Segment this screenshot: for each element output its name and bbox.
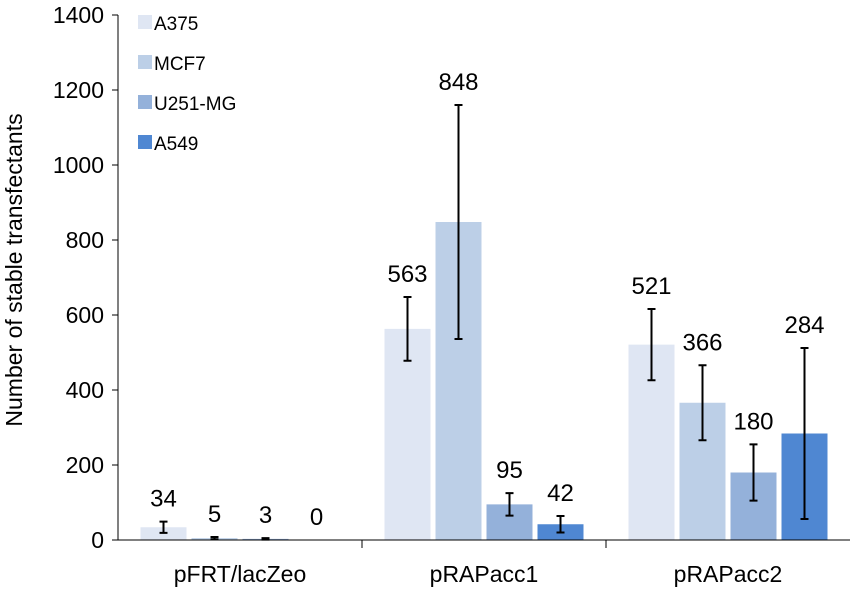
- y-tick-label: 600: [66, 302, 104, 328]
- data-label: 95: [496, 457, 523, 484]
- data-label: 42: [547, 480, 574, 507]
- data-label: 34: [150, 486, 177, 513]
- data-label: 3: [259, 502, 272, 529]
- legend-label: U251-MG: [154, 94, 236, 115]
- y-axis-title: Number of stable transfectants: [1, 113, 27, 426]
- legend-swatch: [138, 135, 152, 149]
- data-label: 180: [733, 408, 773, 435]
- x-category-label: pFRT/lacZeo: [174, 561, 307, 587]
- y-tick-label: 1200: [53, 77, 104, 103]
- data-label: 0: [310, 504, 323, 531]
- data-label: 366: [682, 329, 722, 356]
- y-tick-label: 0: [91, 527, 104, 553]
- x-category-label: pRAPacc2: [674, 561, 783, 587]
- y-tick-label: 1400: [53, 2, 104, 28]
- legend-swatch: [138, 95, 152, 109]
- x-category-label: pRAPacc1: [430, 561, 539, 587]
- data-label: 848: [438, 69, 478, 96]
- y-tick-label: 800: [66, 227, 104, 253]
- legend-label: A375: [154, 14, 198, 35]
- y-tick-label: 400: [66, 377, 104, 403]
- legend-label: MCF7: [154, 54, 206, 75]
- data-label: 284: [784, 312, 824, 339]
- legend-swatch: [138, 55, 152, 69]
- legend-label: A549: [154, 134, 198, 155]
- legend-swatch: [138, 15, 152, 29]
- bar-a375: [384, 328, 431, 540]
- y-tick-label: 1000: [53, 152, 104, 178]
- data-label: 521: [631, 273, 671, 300]
- y-tick-label: 200: [66, 452, 104, 478]
- data-label: 5: [208, 501, 221, 528]
- data-label: 563: [387, 261, 427, 288]
